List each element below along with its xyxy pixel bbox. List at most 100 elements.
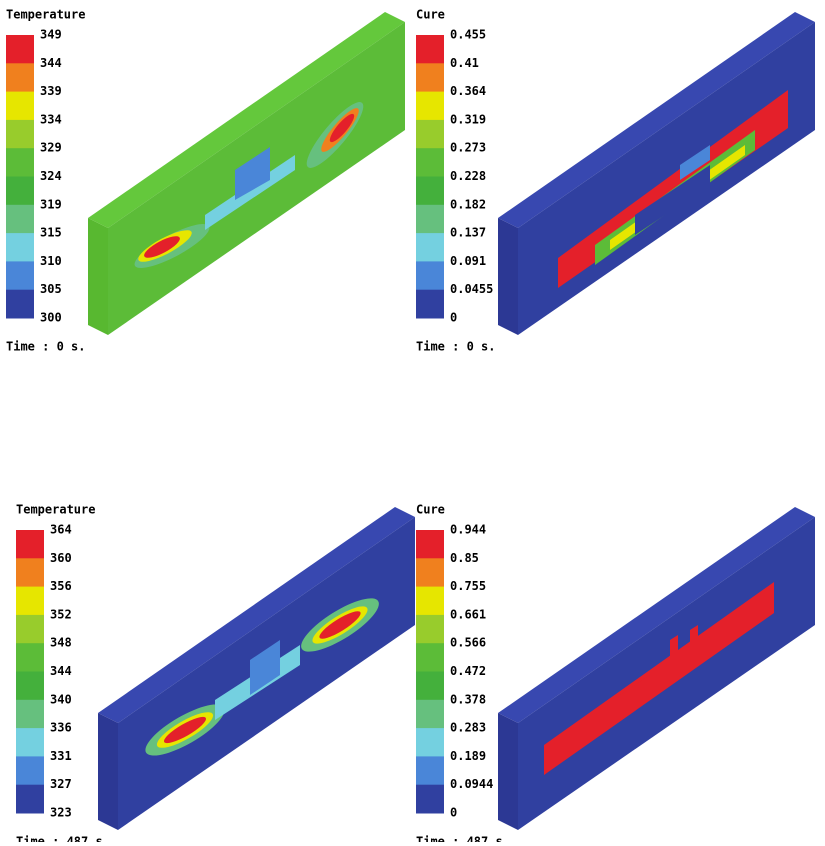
insert: [250, 640, 280, 695]
legend-label: 352: [50, 607, 72, 621]
legend-swatch: [6, 176, 34, 206]
time-label: Time : 487 s.: [416, 835, 510, 843]
legend-label: 336: [50, 721, 72, 735]
legend-label: 0.182: [450, 197, 486, 211]
legend-label: 323: [50, 806, 72, 820]
legend-swatch: [16, 728, 44, 757]
panel: Temperature 364 360 356 352 348 344 340 336 331 32…: [16, 503, 415, 846]
legend-label: 0.137: [450, 226, 486, 240]
legend-label: 334: [40, 112, 62, 126]
legend-label: 0.455: [450, 28, 486, 42]
legend-title: Cure: [416, 8, 445, 22]
legend-label: 349: [40, 28, 62, 42]
legend-label: 327: [50, 777, 72, 791]
legend-label: 0.566: [450, 636, 486, 650]
legend-swatch: [16, 530, 44, 559]
legend-title: Temperature: [16, 503, 95, 517]
legend-label: 344: [40, 56, 62, 70]
legend-label: 315: [40, 226, 62, 240]
hot-zone: [329, 113, 355, 143]
cured-insert: [670, 635, 678, 675]
hot-zone: [164, 716, 206, 744]
legend-label: 0: [450, 311, 457, 325]
legend-swatch: [16, 558, 44, 588]
slab-side: [498, 713, 518, 830]
legend-swatch: [416, 784, 444, 814]
legend-label: 0.661: [450, 607, 486, 621]
legend-swatch: [6, 148, 34, 177]
legend-swatch: [416, 671, 444, 701]
legend-swatch: [416, 91, 444, 121]
legend-label: 324: [40, 169, 62, 183]
legend-swatch: [6, 35, 34, 64]
legend-label: 0.755: [450, 579, 486, 593]
legend-swatch: [416, 204, 444, 234]
legend-label: 0.41: [450, 56, 479, 70]
legend-label: 0: [450, 806, 457, 820]
legend-label: 344: [50, 664, 72, 678]
legend-label: 0.189: [450, 749, 486, 763]
legend-swatch: [6, 289, 34, 319]
legend-swatch: [16, 671, 44, 701]
legend-swatch: [6, 119, 34, 149]
legend-swatch: [16, 784, 44, 814]
legend-swatch: [416, 614, 444, 644]
legend-swatch: [416, 233, 444, 262]
legend-swatch: [416, 119, 444, 149]
legend-label: 310: [40, 254, 62, 268]
legend-label: 0.228: [450, 169, 486, 183]
insert: [635, 165, 710, 235]
slab-side: [498, 218, 518, 335]
slab-top: [88, 12, 405, 228]
legend-label: 319: [40, 197, 62, 211]
legend-label: 356: [50, 579, 72, 593]
insert: [680, 145, 710, 180]
hot-zone: [319, 611, 361, 639]
legend-label: 0.273: [450, 141, 486, 155]
legend-swatch: [416, 699, 444, 729]
legend-swatch: [6, 233, 34, 262]
hot-zone: [144, 236, 180, 258]
legend-swatch: [16, 643, 44, 672]
time-label: Time : 0 s.: [6, 340, 85, 354]
slab-side: [88, 218, 108, 335]
cured-insert: [690, 625, 698, 665]
legend-label: 331: [50, 749, 72, 763]
legend-swatch: [6, 63, 34, 93]
insert: [235, 147, 270, 200]
legend-label: 0.319: [450, 112, 486, 126]
legend-label: 305: [40, 282, 62, 296]
legend-label: 300: [40, 311, 62, 325]
legend-swatch: [416, 643, 444, 672]
legend-swatch: [16, 614, 44, 644]
legend-swatch: [416, 148, 444, 177]
legend-label: 0.0944: [450, 777, 493, 791]
panel: Temperature 349 344 339 334 329 324 319 315 310 30…: [6, 8, 405, 354]
legend-swatch: [16, 756, 44, 786]
legend-swatch: [416, 35, 444, 64]
time-label: Time : 487 s.: [16, 835, 110, 843]
legend-label: 0.472: [450, 664, 486, 678]
cured-strip: [544, 582, 774, 775]
legend-swatch: [6, 91, 34, 121]
legend-label: 0.091: [450, 254, 486, 268]
time-label: Time : 0 s.: [416, 340, 495, 354]
insert: [205, 155, 295, 230]
slab-top: [498, 12, 815, 228]
legend-label: 360: [50, 551, 72, 565]
legend-swatch: [6, 261, 34, 291]
legend-swatch: [416, 558, 444, 588]
legend-swatch: [416, 756, 444, 786]
legend-swatch: [416, 289, 444, 319]
legend-label: 0.944: [450, 523, 486, 537]
legend-label: 348: [50, 636, 72, 650]
legend-title: Temperature: [6, 8, 85, 22]
cured-insert: [620, 675, 650, 720]
slab-side: [98, 713, 118, 830]
slab-top: [98, 507, 415, 723]
legend-swatch: [416, 176, 444, 206]
legend-label: 0.364: [450, 84, 486, 98]
legend-swatch: [416, 530, 444, 559]
